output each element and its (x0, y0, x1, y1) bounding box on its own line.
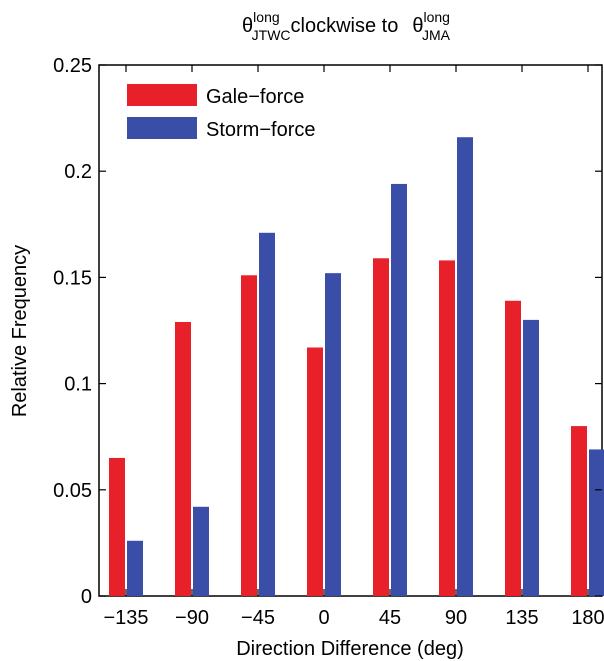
legend-label-storm: Storm−force (206, 119, 315, 141)
bar-gale-0 (109, 457, 125, 596)
x-tick-label-7: 180 (571, 607, 604, 629)
x-tick-label-0: −135 (103, 607, 148, 629)
title-sup-2: long (423, 9, 449, 25)
bar-storm-2 (259, 232, 275, 596)
bar-storm-6 (523, 319, 539, 596)
y-tick-label-3: 0.15 (53, 267, 92, 289)
y-tick-label-1: 0.05 (53, 480, 92, 502)
x-tick-label-6: 135 (505, 607, 538, 629)
title-theta-2: θ (412, 15, 423, 37)
bar-gale-2 (241, 275, 257, 596)
bar-storm-1 (193, 506, 209, 596)
title-sub-1: JTWC (252, 27, 291, 43)
y-tick-label-2: 0.1 (64, 374, 92, 396)
bar-gale-4 (373, 258, 389, 596)
chart-title: θlong JTWCclockwise to θlong JMA (242, 9, 451, 43)
y-tick-label-0: 0 (81, 586, 92, 608)
bar-storm-7 (589, 449, 604, 596)
bar-gale-3 (307, 347, 323, 596)
y-tick-label-4: 0.2 (64, 161, 92, 183)
bar-storm-3 (325, 273, 341, 596)
legend-label-gale: Gale−force (206, 86, 304, 108)
bar-gale-6 (505, 300, 521, 596)
y-tick-label-5: 0.25 (53, 55, 92, 77)
bar-storm-4 (391, 183, 407, 596)
legend-swatch-gale (127, 84, 197, 106)
x-tick-label-4: 45 (379, 607, 401, 629)
legend-swatch-storm (127, 117, 197, 139)
bar-gale-7 (571, 426, 587, 596)
bar-gale-5 (439, 260, 455, 596)
x-axis-label: Direction Difference (deg) (236, 638, 464, 660)
title-sup-1: long (253, 9, 279, 25)
bar-storm-0 (127, 540, 143, 596)
title-sub-2: JMA (422, 27, 451, 43)
y-axis-label: Relative Frequency (9, 245, 31, 417)
plot-frame (98, 64, 603, 597)
x-tick-label-2: −45 (241, 607, 275, 629)
x-ticks-group: −135 −90 −45 0 45 90 135 180 (103, 65, 604, 629)
y-ticks-group: 0 0.05 0.1 0.15 0.2 0.25 (53, 55, 602, 608)
title-theta-1: θ (242, 15, 253, 37)
x-tick-label-3: 0 (318, 607, 329, 629)
x-tick-label-5: 90 (445, 607, 467, 629)
x-tick-label-1: −90 (175, 607, 209, 629)
bar-gale-1 (175, 322, 191, 596)
bars-group (109, 137, 604, 596)
bar-storm-5 (457, 137, 473, 596)
title-middle: clockwise to (291, 15, 399, 37)
legend: Gale−force Storm−force (127, 84, 315, 141)
